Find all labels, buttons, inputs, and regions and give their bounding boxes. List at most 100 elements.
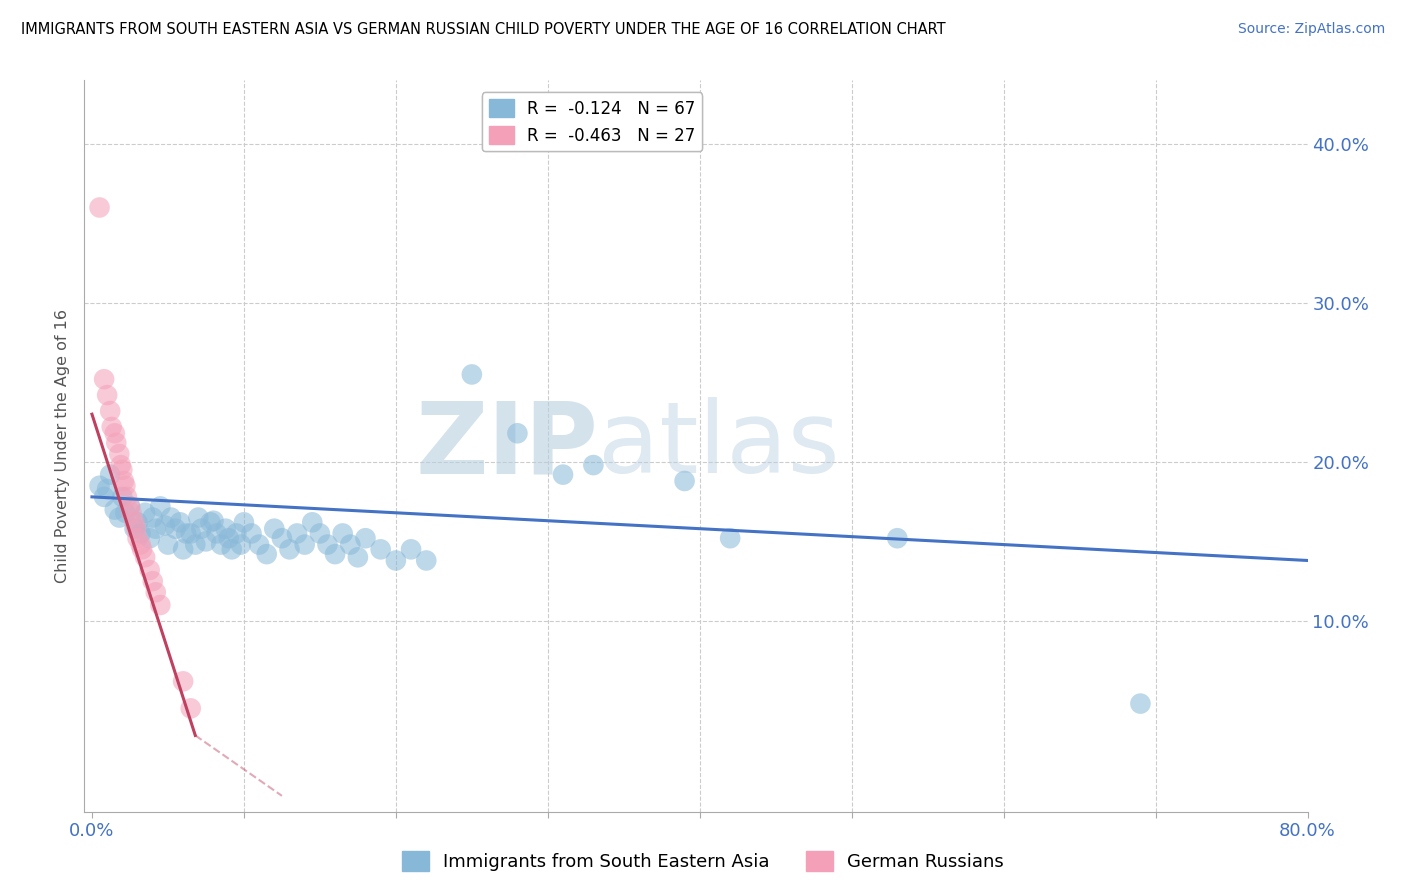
Point [108,510,131,524]
Point [278,542,301,557]
Point [149,500,172,514]
Point [138,563,160,577]
Point [124,522,146,536]
Point [165,522,187,536]
Point [285,526,308,541]
Point [111,490,134,504]
Point [134,550,156,565]
Point [172,674,194,689]
Point [718,531,741,545]
Point [98,404,121,418]
Point [551,467,574,482]
Point [125,522,148,536]
Point [263,522,285,536]
Point [104,426,127,441]
Point [121,506,143,520]
Point [114,479,136,493]
Point [115,490,138,504]
Point [256,547,278,561]
Point [370,542,392,557]
Point [142,574,165,589]
Point [506,426,529,441]
Point [108,447,131,461]
Point [240,526,263,541]
Point [127,531,149,545]
Point [294,538,316,552]
Point [131,542,153,557]
Point [172,542,194,557]
Point [316,538,339,552]
Point [127,516,149,530]
Point [332,526,354,541]
Point [89,201,111,215]
Point [96,388,118,402]
Point [582,458,605,472]
Point [96,482,118,496]
Point [347,550,370,565]
Point [111,463,134,477]
Point [205,526,228,541]
Point [301,516,323,530]
Point [339,538,361,552]
Point [89,479,111,493]
Point [218,531,240,545]
Point [129,538,152,552]
Point [174,526,197,541]
Point [134,506,156,520]
Point [153,518,176,533]
Point [156,538,179,552]
Text: Source: ZipAtlas.com: Source: ZipAtlas.com [1237,22,1385,37]
Point [270,531,292,545]
Point [93,372,115,386]
Point [124,516,146,530]
Point [180,526,202,541]
Point [145,522,167,536]
Point [118,500,141,514]
Point [180,701,202,715]
Point [1129,697,1152,711]
Point [385,553,408,567]
Point [229,538,252,552]
Point [149,598,172,612]
Point [354,531,377,545]
Point [461,368,484,382]
Point [114,506,136,520]
Point [190,522,212,536]
Point [399,542,422,557]
Point [142,510,165,524]
Point [112,474,135,488]
Point [100,420,122,434]
Point [200,516,222,530]
Point [247,538,270,552]
Point [225,526,247,541]
Point [145,585,167,599]
Point [415,553,437,567]
Point [93,490,115,504]
Point [194,534,217,549]
Legend: R =  -0.124   N = 67, R =  -0.463   N = 27: R = -0.124 N = 67, R = -0.463 N = 27 [482,92,702,152]
Point [184,538,207,552]
Point [169,516,191,530]
Point [202,514,225,528]
Point [221,542,243,557]
Point [323,547,346,561]
Y-axis label: Child Poverty Under the Age of 16: Child Poverty Under the Age of 16 [55,309,70,583]
Point [118,500,141,514]
Point [129,526,152,541]
Point [673,474,696,488]
Point [215,522,238,536]
Point [105,435,128,450]
Legend: Immigrants from South Eastern Asia, German Russians: Immigrants from South Eastern Asia, Germ… [395,844,1011,879]
Point [98,467,121,482]
Text: atlas: atlas [598,398,839,494]
Point [160,510,183,524]
Point [110,458,132,472]
Point [187,510,209,524]
Point [886,531,908,545]
Text: IMMIGRANTS FROM SOUTH EASTERN ASIA VS GERMAN RUSSIAN CHILD POVERTY UNDER THE AGE: IMMIGRANTS FROM SOUTH EASTERN ASIA VS GE… [21,22,946,37]
Point [309,526,332,541]
Point [138,531,160,545]
Text: ZIP: ZIP [415,398,598,494]
Point [104,502,127,516]
Point [209,538,232,552]
